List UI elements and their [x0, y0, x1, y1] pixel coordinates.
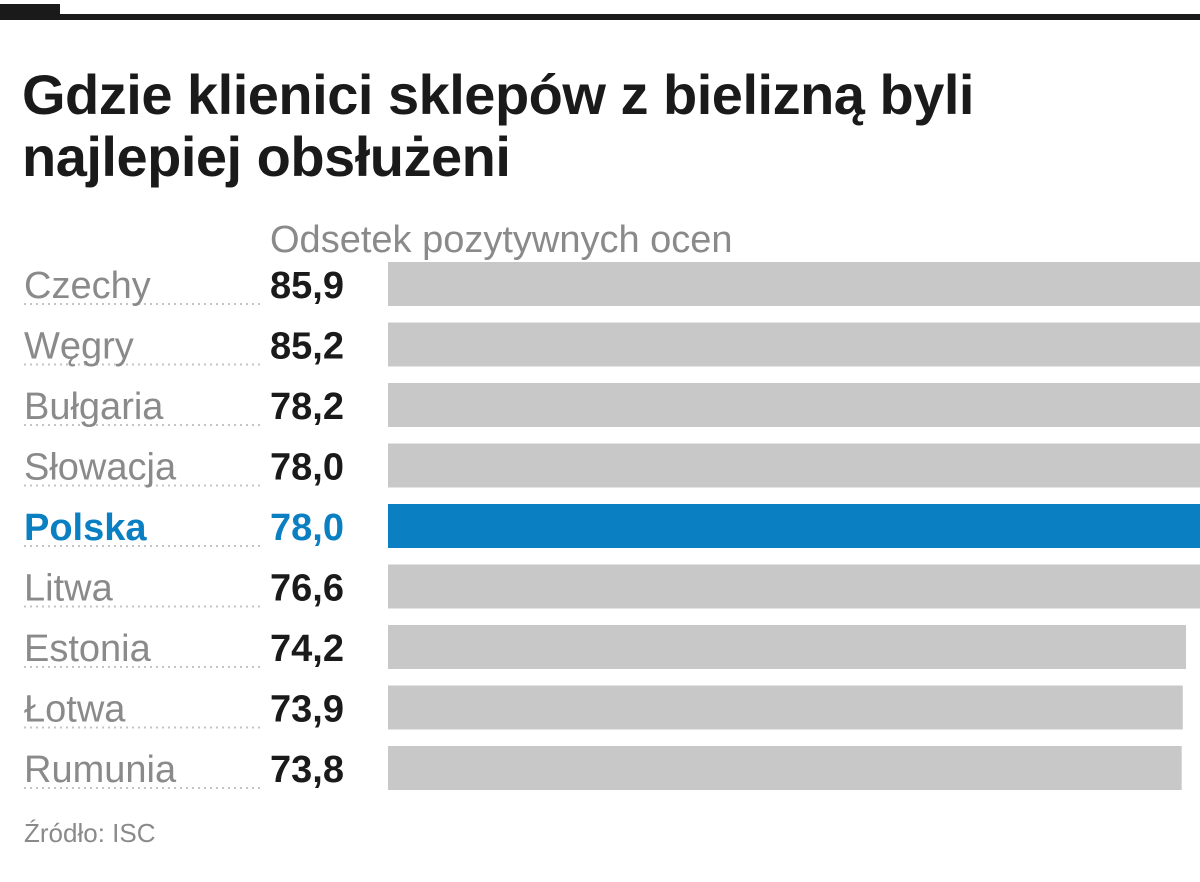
chart-subtitle: Odsetek pozytywnych ocen	[270, 219, 733, 261]
value-label: 73,9	[270, 689, 344, 731]
category-label: Rumunia	[24, 749, 177, 791]
header-rule	[0, 14, 1200, 20]
bar	[388, 383, 1200, 427]
value-label: 78,0	[270, 507, 344, 549]
value-label: 85,2	[270, 326, 344, 368]
chart-title: Gdzie klienici sklepów z bielizną byli n…	[22, 63, 974, 188]
bar	[388, 322, 1200, 367]
bar	[388, 746, 1182, 790]
category-label: Polska	[24, 507, 147, 549]
value-label: 78,2	[270, 386, 344, 428]
value-label: 76,6	[270, 568, 344, 610]
category-label: Słowacja	[24, 447, 177, 489]
bar	[388, 685, 1183, 730]
value-label: 74,2	[270, 628, 344, 670]
category-label: Bułgaria	[24, 386, 164, 428]
value-label: 85,9	[270, 265, 344, 307]
category-label: Litwa	[24, 568, 114, 610]
bar	[388, 443, 1200, 488]
bar	[388, 564, 1200, 609]
category-label: Węgry	[24, 326, 134, 368]
bar	[388, 625, 1186, 669]
category-label: Czechy	[24, 265, 151, 307]
bar	[388, 262, 1200, 306]
value-label: 78,0	[270, 447, 344, 489]
category-label: Łotwa	[24, 689, 126, 731]
bar-highlight	[388, 504, 1200, 548]
value-label: 73,8	[270, 749, 344, 791]
category-label: Estonia	[24, 628, 152, 670]
source-note: Źródło: ISC	[24, 818, 156, 848]
